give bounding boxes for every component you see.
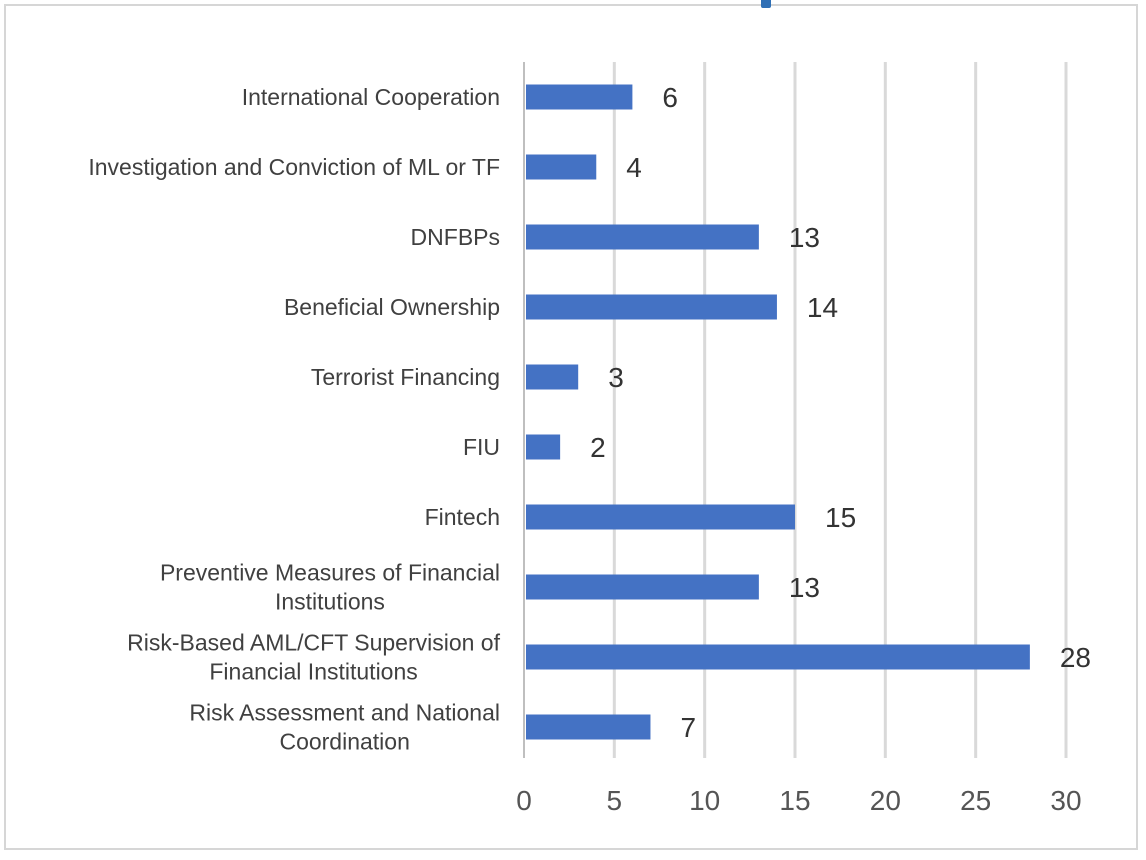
category-label-10: Risk Assessment and National Coordination xyxy=(189,700,500,755)
x-tick-label-15: 15 xyxy=(779,785,810,816)
x-tick-label-25: 25 xyxy=(960,785,991,816)
bar-4 xyxy=(526,294,777,320)
category-label-line: Institutions xyxy=(275,589,385,615)
bar-5 xyxy=(526,364,579,390)
bar-3 xyxy=(526,224,759,250)
data-label-10: 7 xyxy=(680,712,696,743)
category-label-2: Investigation and Conviction of ML or TF xyxy=(88,154,500,180)
category-label-4: Beneficial Ownership xyxy=(284,294,500,320)
category-label-line: Fintech xyxy=(425,504,500,530)
data-label-9: 28 xyxy=(1060,642,1091,673)
bar-9 xyxy=(526,644,1030,670)
data-label-6: 2 xyxy=(590,432,606,463)
category-label-5: Terrorist Financing xyxy=(311,364,500,390)
category-label-line: Investigation and Conviction of ML or TF xyxy=(88,154,500,180)
x-tick-label-20: 20 xyxy=(870,785,901,816)
category-label-line: DNFBPs xyxy=(411,224,500,250)
category-label-line: Beneficial Ownership xyxy=(284,294,500,320)
chart-frame xyxy=(4,0,1138,850)
category-label-line: FIU xyxy=(463,434,500,460)
category-label-line: Terrorist Financing xyxy=(311,364,500,390)
category-label-line: Coordination xyxy=(279,729,409,755)
category-label-6: FIU xyxy=(463,434,500,460)
bar-7 xyxy=(526,504,795,530)
category-label-8: Preventive Measures of Financial Institut… xyxy=(160,560,500,615)
x-tick-label-10: 10 xyxy=(689,785,720,816)
data-label-7: 15 xyxy=(825,502,856,533)
data-label-8: 13 xyxy=(789,572,820,603)
x-tick-label-30: 30 xyxy=(1050,785,1081,816)
category-label-line: Risk Assessment and National xyxy=(189,700,500,726)
data-label-4: 14 xyxy=(807,292,838,323)
bar-2 xyxy=(526,154,597,180)
bar-8 xyxy=(526,574,759,600)
bar-10 xyxy=(526,714,651,740)
data-label-2: 4 xyxy=(626,152,642,183)
category-label-9: Risk-Based AML/CFT Supervision of Financi… xyxy=(127,630,500,685)
category-label-1: International Cooperation xyxy=(242,84,500,110)
category-label-line: Preventive Measures of Financial xyxy=(160,560,500,586)
data-label-3: 13 xyxy=(789,222,820,253)
category-label-line: Risk-Based AML/CFT Supervision of xyxy=(127,630,500,656)
x-tick-label-0: 0 xyxy=(516,785,532,816)
category-label-3: DNFBPs xyxy=(411,224,500,250)
x-tick-label-5: 5 xyxy=(607,785,623,816)
title-fragment xyxy=(761,0,771,8)
category-label-line: Financial Institutions xyxy=(209,659,417,685)
category-label-line: International Cooperation xyxy=(242,84,500,110)
bar-1 xyxy=(526,84,633,110)
bar-6 xyxy=(526,434,561,460)
data-label-5: 3 xyxy=(608,362,624,393)
category-label-7: Fintech xyxy=(425,504,500,530)
data-label-1: 6 xyxy=(662,82,678,113)
